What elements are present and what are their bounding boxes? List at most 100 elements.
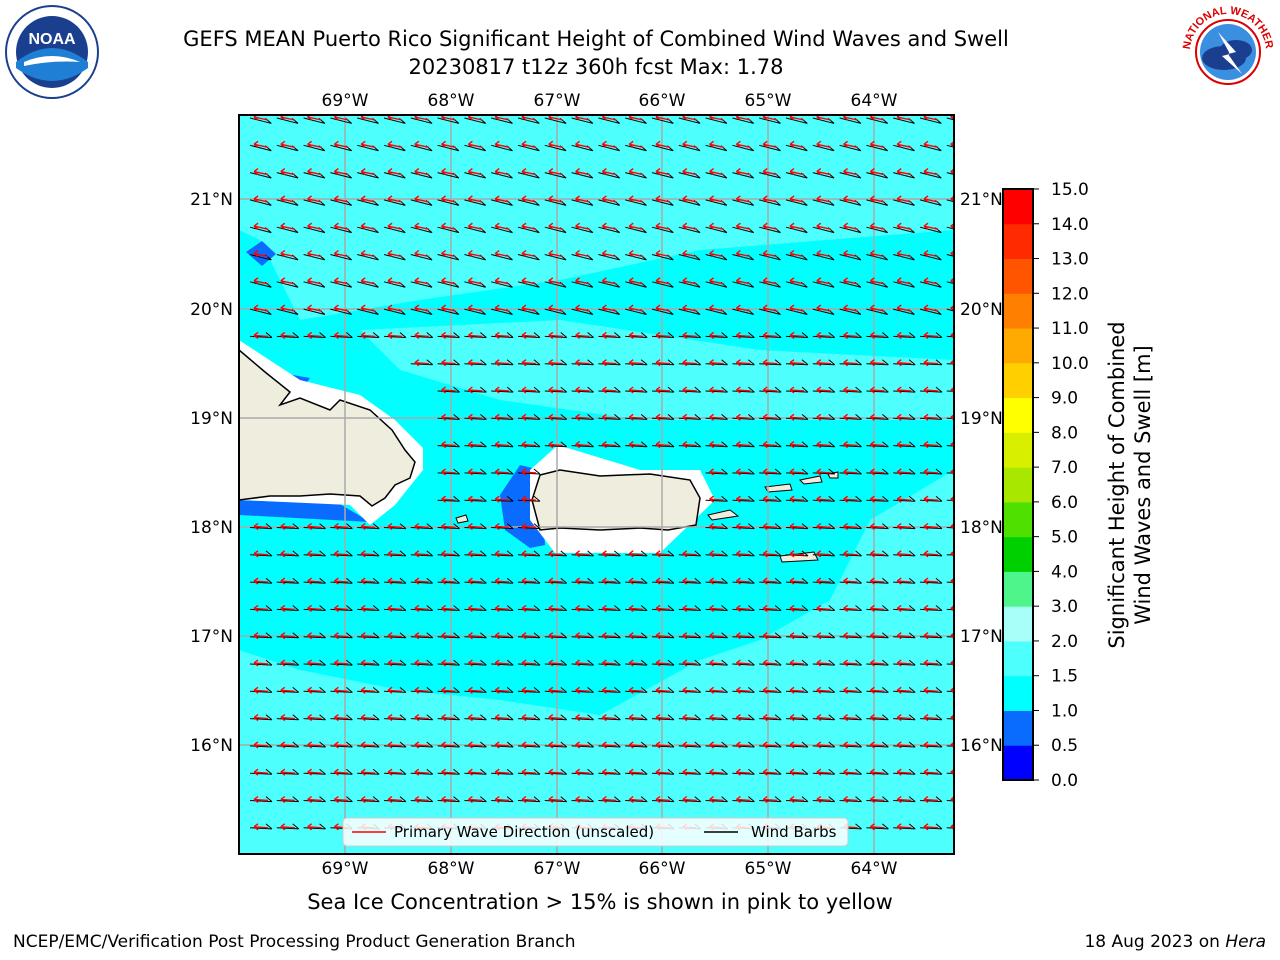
wind-barb [437,632,460,639]
lon-label: 65°W [745,91,792,111]
wind-barb [732,550,755,557]
wave-direction-arrow [521,795,537,804]
wave-direction-arrow [494,195,510,203]
wave-direction-arrow [467,222,483,230]
wind-barb [383,550,407,557]
wave-direction-arrow [360,604,376,612]
wind-barb [678,414,702,420]
wave-direction-arrow [762,768,778,776]
wave-direction-arrow [682,304,697,312]
wind-barb [946,800,954,802]
wind-barb [276,714,300,721]
wave-direction-arrow [387,659,403,667]
wave-direction-arrow [950,250,954,257]
wind-barb [517,359,541,366]
wave-direction-arrow [494,577,510,585]
wave-direction-arrow [923,386,939,394]
wave-direction-arrow [735,468,751,476]
wave-direction-arrow [601,659,617,667]
wave-direction-arrow [762,741,778,749]
wind-barb [437,714,460,721]
footer-host: Hera [1225,932,1266,952]
low-wave-patch-nw [246,241,276,266]
wave-direction-arrow [789,140,805,148]
wave-direction-arrow [950,659,954,667]
wave-direction-arrow [789,550,805,558]
wind-barb [839,414,862,420]
wind-barb [839,495,862,502]
wave-direction-arrow [307,604,322,612]
wind-barb [812,468,836,475]
wind-barb [437,796,460,803]
wind-barb [678,659,702,666]
wave-direction-arrow [414,331,429,339]
wave-direction-arrow [869,577,885,585]
wave-direction-arrow [575,222,590,230]
wind-barb [785,414,809,420]
colorbar-label-line-1: Significant Height of Combined [1105,321,1129,648]
wave-direction-arrow [709,413,724,421]
wind-barb [759,632,782,639]
wind-barb [946,718,954,720]
wave-direction-arrow [628,441,644,449]
wind-barb [276,523,300,530]
wave-direction-arrow [333,249,349,258]
wind-barb [759,359,782,366]
wave-direction-arrow [467,304,483,312]
wind-barb [705,577,728,584]
wave-direction-arrow [709,714,724,722]
wave-direction-arrow [923,277,939,285]
wave-direction-arrow [789,413,805,421]
wind-barb [785,605,809,611]
wave-direction-arrow [869,604,885,612]
wind-barb [491,659,514,666]
wave-direction-arrow [253,768,269,776]
lat-label: 21°N [960,190,1003,210]
wave-direction-arrow [896,522,912,531]
wind-barb [919,659,943,666]
wave-direction-arrow [628,604,644,612]
sea-ice-note: Sea Ice Concentration > 15% is shown in … [307,890,893,914]
wave-direction-arrow [816,714,831,722]
wind-barb [437,768,460,775]
wave-direction-arrow [735,768,751,776]
wind-barb [705,414,728,420]
wave-direction-arrow [414,741,429,749]
wave-direction-arrow [896,222,912,230]
wave-direction-arrow [253,714,269,722]
wind-barb [946,745,954,747]
wave-direction-arrow [441,659,456,667]
wave-direction-arrow [414,604,429,612]
wave-direction-arrow [494,659,510,667]
wave-direction-arrow [735,795,751,804]
wave-direction-arrow [896,249,912,258]
wind-barb [571,605,594,611]
wave-direction-arrow [548,331,563,339]
wave-direction-arrow [387,249,403,258]
wind-barb [651,768,675,775]
wave-direction-arrow [521,249,537,258]
wind-barb [946,363,954,365]
wave-direction-arrow [280,522,295,531]
wave-direction-arrow [682,741,697,749]
wave-direction-arrow [869,468,885,476]
wind-barb [866,659,889,666]
wind-barb [785,577,809,584]
wave-direction-arrow [575,140,590,148]
wind-barb [491,468,514,475]
wave-direction-arrow [735,550,751,558]
wave-direction-arrow [414,795,429,804]
wind-barb [919,495,943,502]
wind-barb [946,308,954,312]
wave-direction-arrow [521,522,537,531]
wind-barb [330,632,353,639]
wave-direction-arrow [467,195,483,203]
wave-direction-arrow [843,632,858,640]
lon-label: 67°W [534,859,581,879]
wave-direction-arrow [869,686,885,694]
wave-direction-arrow [333,795,349,804]
wind-barb [893,468,916,475]
wave-direction-arrow [709,495,724,503]
wind-barb [705,523,728,530]
wind-barb [571,659,594,666]
